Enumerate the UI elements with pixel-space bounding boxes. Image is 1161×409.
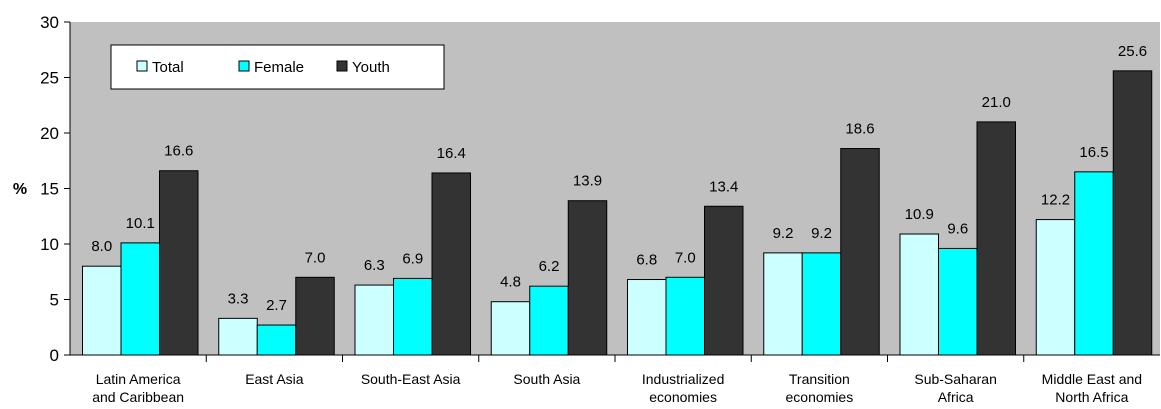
y-tick-label-30: 30 xyxy=(40,13,59,32)
data-label-youth-3: 13.9 xyxy=(573,173,602,190)
bar-total-7 xyxy=(1035,219,1076,356)
legend-box xyxy=(110,44,445,90)
data-label-female-7: 16.5 xyxy=(1079,144,1108,161)
data-label-total-1: 3.3 xyxy=(228,290,249,307)
legend-swatch-total xyxy=(136,60,148,72)
data-label-youth-6: 21.0 xyxy=(982,94,1011,111)
data-label-youth-7: 25.6 xyxy=(1118,43,1147,60)
y-tick-label-10: 10 xyxy=(40,235,59,254)
category-label-3: South Asia xyxy=(513,371,580,387)
category-label-4: Industrialized economies xyxy=(642,371,725,405)
data-labels-layer: 8.0 10.1 16.6 3.3 2.7 7.0 6.3 6.9 16.4 4.8 6.2 13.9… xyxy=(91,43,1147,314)
bar-female-4 xyxy=(665,276,705,356)
bar-female-2 xyxy=(393,277,433,356)
data-label-total-7: 12.2 xyxy=(1041,192,1070,209)
bar-total-5 xyxy=(763,252,803,356)
y-tick-label-15: 15 xyxy=(40,180,59,199)
data-label-youth-2: 16.4 xyxy=(437,145,466,162)
axes-layer: Latin America and Caribbean East Asia South… xyxy=(40,13,1160,405)
data-label-total-2: 6.3 xyxy=(364,257,385,274)
data-label-female-1: 2.7 xyxy=(266,297,287,314)
bar-youth-5 xyxy=(840,148,880,356)
data-label-total-6: 10.9 xyxy=(905,206,934,223)
bar-youth-4 xyxy=(704,205,744,356)
bar-total-0 xyxy=(82,265,122,356)
data-label-youth-4: 13.4 xyxy=(709,178,738,195)
data-label-total-4: 6.8 xyxy=(636,252,657,269)
bar-youth-1 xyxy=(295,276,335,356)
category-label-0: Latin America and Caribbean xyxy=(92,371,184,405)
y-tick-label-25: 25 xyxy=(40,69,59,88)
legend-label-female: Female xyxy=(254,59,304,76)
data-label-total-3: 4.8 xyxy=(500,274,521,291)
bars-layer xyxy=(82,70,1153,356)
data-label-female-6: 9.6 xyxy=(947,220,968,237)
data-label-total-0: 8.0 xyxy=(91,238,112,255)
legend-swatch-youth xyxy=(336,60,348,72)
bar-youth-7 xyxy=(1112,70,1153,356)
bar-total-4 xyxy=(627,279,667,356)
bar-total-2 xyxy=(354,284,394,356)
data-label-female-3: 6.2 xyxy=(539,258,560,275)
bar-youth-0 xyxy=(159,170,199,356)
legend-label-youth: Youth xyxy=(352,59,390,76)
bar-female-0 xyxy=(120,242,160,356)
bar-female-5 xyxy=(801,252,842,356)
bar-total-3 xyxy=(490,301,531,356)
y-tick-label-20: 20 xyxy=(40,124,59,143)
legend-swatch-female xyxy=(238,60,250,72)
bar-youth-6 xyxy=(976,121,1016,356)
category-label-1: East Asia xyxy=(245,371,304,387)
bar-female-1 xyxy=(256,324,297,356)
y-tick-label-5: 5 xyxy=(50,291,59,310)
data-label-female-4: 7.0 xyxy=(675,249,696,266)
category-label-6: Sub-Saharan Africa xyxy=(914,371,997,405)
data-label-female-0: 10.1 xyxy=(126,215,155,232)
data-label-youth-0: 16.6 xyxy=(164,143,193,160)
data-label-youth-5: 18.6 xyxy=(845,121,874,138)
data-label-female-5: 9.2 xyxy=(811,225,832,242)
bar-total-1 xyxy=(218,317,258,356)
data-label-female-2: 6.9 xyxy=(402,250,423,267)
legend-items: Total Female Youth xyxy=(136,59,390,76)
y-tick-label-0: 0 xyxy=(50,346,59,365)
bar-youth-2 xyxy=(431,172,471,356)
bar-youth-3 xyxy=(567,200,608,356)
bar-female-3 xyxy=(529,285,569,356)
bar-total-6 xyxy=(899,233,939,356)
legend: Total Female Youth xyxy=(110,44,445,90)
y-axis-label: % xyxy=(13,181,27,198)
bar-female-6 xyxy=(938,247,978,356)
bar-female-7 xyxy=(1074,171,1114,356)
category-label-2: South-East Asia xyxy=(361,371,461,387)
category-label-7: Middle East and North Africa xyxy=(1042,371,1142,405)
category-label-5: Transition economies xyxy=(786,371,854,405)
data-label-youth-1: 7.0 xyxy=(305,249,326,266)
legend-label-total: Total xyxy=(152,59,184,76)
data-label-total-5: 9.2 xyxy=(773,225,794,242)
